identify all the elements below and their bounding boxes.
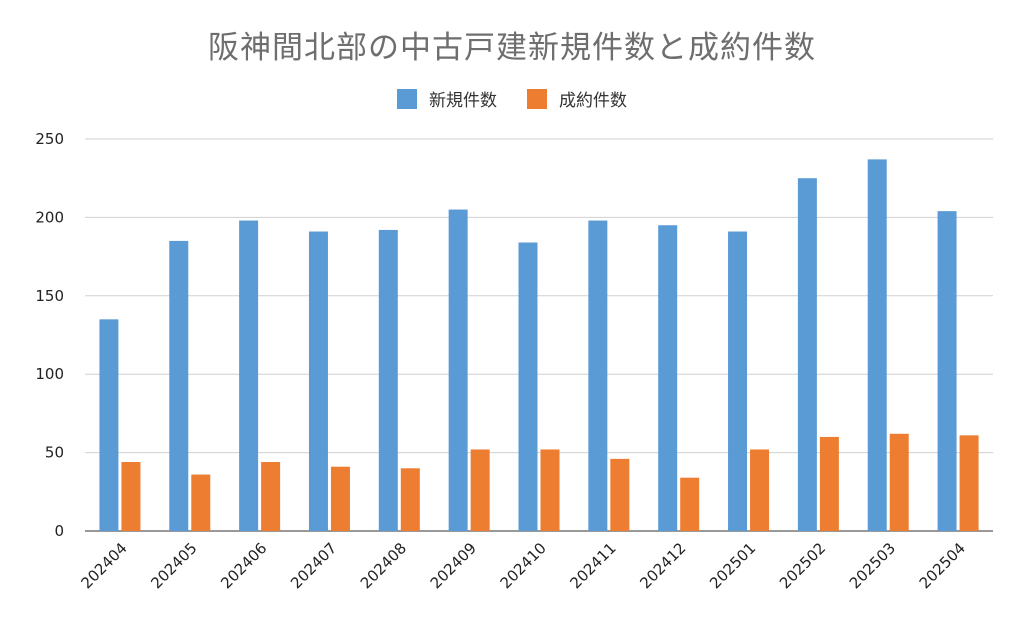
x-tick-label: 202404: [78, 539, 131, 592]
y-tick-label: 100: [35, 365, 64, 383]
bar-new: [308, 231, 328, 531]
legend-swatch-new: [397, 88, 417, 109]
y-tick-label: 50: [45, 444, 64, 462]
x-tick-label: 202411: [566, 539, 619, 592]
bar-closed: [889, 433, 909, 531]
bar-closed: [819, 436, 839, 531]
legend-item-new: 新規件数: [397, 86, 497, 111]
legend-label-closed: 成約件数: [559, 91, 627, 111]
x-tick-label: 202501: [706, 539, 759, 592]
x-tick-label: 202408: [357, 539, 410, 592]
bar-closed: [750, 449, 770, 531]
bar-new: [728, 231, 748, 531]
legend: 新規件数 成約件数: [0, 86, 1024, 111]
legend-swatch-closed: [527, 88, 547, 109]
bar-new: [239, 220, 259, 531]
bar-closed: [400, 468, 420, 531]
bar-closed: [470, 449, 490, 531]
bar-closed: [680, 477, 700, 531]
bar-new: [378, 229, 398, 531]
x-tick-label: 202407: [287, 539, 340, 592]
bar-new: [448, 209, 468, 531]
bar-new: [99, 319, 119, 531]
bar-new: [588, 220, 608, 531]
bar-new: [518, 242, 538, 531]
y-tick-label: 0: [54, 522, 64, 540]
x-tick-label: 202406: [217, 539, 270, 592]
bar-new: [658, 225, 678, 532]
x-tick-label: 202503: [846, 539, 899, 592]
x-tick-label: 202410: [497, 539, 550, 592]
bar-closed: [191, 474, 211, 531]
y-tick-label: 150: [35, 287, 64, 305]
bar-new: [867, 159, 887, 531]
bar-closed: [121, 462, 141, 531]
bar-closed: [540, 449, 560, 531]
bar-new: [169, 240, 189, 532]
bar-new: [937, 211, 957, 532]
chart-title: 阪神間北部の中古戸建新規件数と成約件数: [208, 30, 816, 66]
legend-label-new: 新規件数: [429, 91, 497, 111]
y-tick-label: 250: [35, 130, 64, 148]
x-tick-label: 202504: [916, 539, 969, 592]
bar-closed: [959, 435, 979, 531]
bar-closed: [610, 458, 630, 531]
x-tick-label: 202502: [776, 539, 829, 592]
bar-new: [797, 178, 817, 531]
x-tick-label: 202409: [427, 539, 480, 592]
x-tick-label: 202412: [636, 539, 689, 592]
bar-closed: [261, 462, 281, 531]
bar-closed: [330, 466, 350, 531]
legend-item-closed: 成約件数: [527, 86, 627, 111]
x-tick-label: 202405: [147, 539, 200, 592]
y-tick-label: 200: [35, 208, 64, 226]
